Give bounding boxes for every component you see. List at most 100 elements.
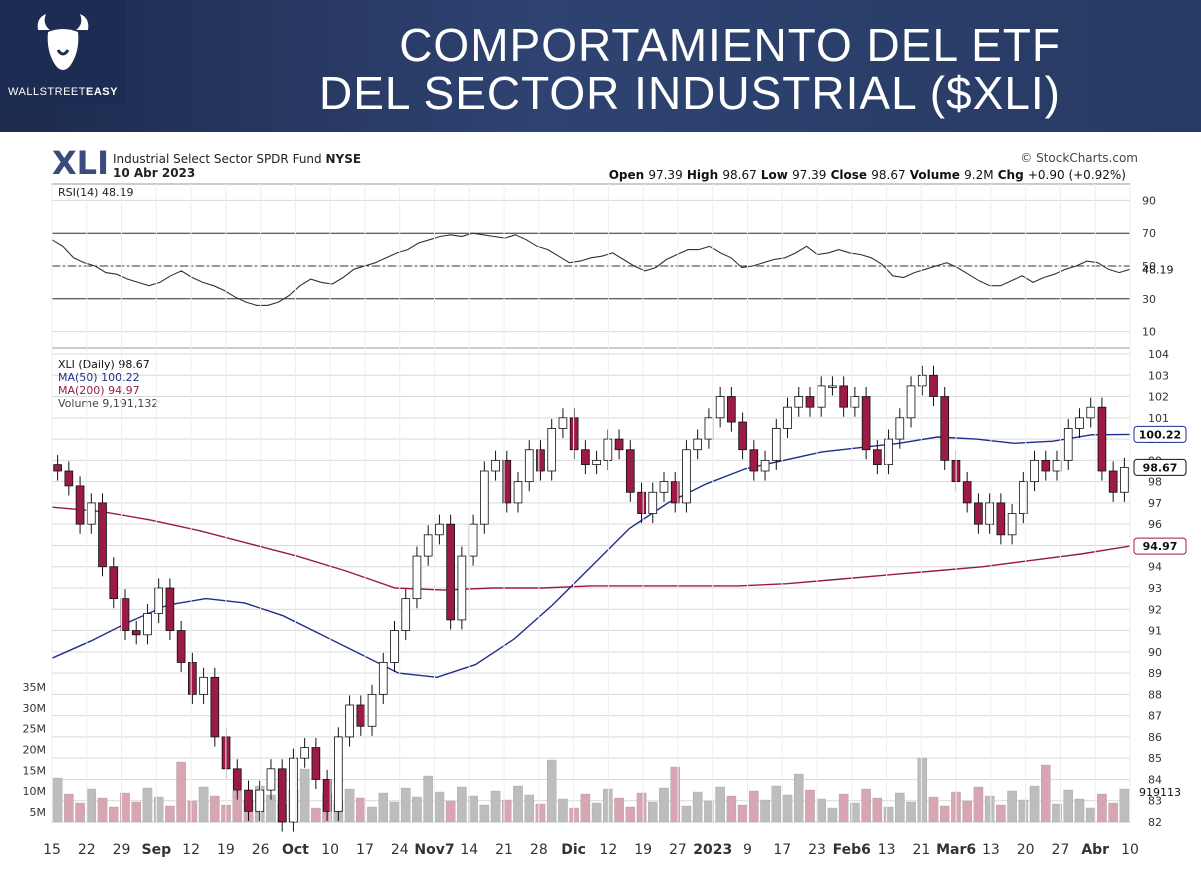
x-tick-label: 26 [252,842,270,858]
candle-up [783,406,792,429]
price-tick-label: 101 [1148,412,1169,425]
volume-bar [670,766,680,823]
candle-down [120,598,130,631]
candle-up [558,417,568,429]
x-tick-label: 21 [912,842,930,858]
candle-down [839,385,848,408]
candle-down [996,502,1006,536]
candle-down [131,630,141,636]
volume-bar [502,799,512,823]
quote-label: Open [609,168,649,182]
candle-down [109,566,119,600]
legend-entry: XLI (Daily) 98.67 [58,358,150,371]
x-tick-label: 2023 [693,842,732,858]
volume-bar [603,788,613,823]
candle-down [962,481,972,504]
volume-bar [1097,793,1107,823]
candle-down [727,396,736,423]
volume-bar [838,793,849,823]
x-tick-label: 21 [495,842,513,858]
candle-down [64,470,74,487]
volume-bar [176,761,186,823]
volume-bar [625,806,636,823]
volume-bar [210,795,220,823]
volume-bar [400,787,411,823]
x-tick-label: 20 [1017,842,1035,858]
quote-value: 97.39 [792,168,826,182]
volume-bar [108,806,119,823]
volume-bar [793,773,804,823]
candle-up [86,502,96,525]
volume-bar [1041,764,1051,823]
candle-up [491,459,500,472]
price-tick-label: 94 [1148,561,1162,574]
price-tick-label: 104 [1148,348,1169,361]
volume-bar [311,807,321,823]
x-tick-label: 22 [78,842,96,858]
price-tick-label: 92 [1148,603,1162,616]
candle-up [390,630,399,663]
candle-up [917,374,927,387]
quote-value: +0.90 (+0.92%) [1028,168,1126,182]
candle-up [884,438,893,466]
ma200-line [51,506,1131,591]
candle-up [412,555,422,600]
candle-up [906,385,916,419]
volume-bar [457,786,467,823]
volume-bar [356,797,366,823]
price-tick-label: 88 [1148,688,1162,701]
candle-down [805,396,815,408]
volume-bar [659,787,669,823]
volume-bar [378,792,389,823]
price-tick-label: 86 [1148,731,1162,744]
volume-tick-label: 5M [30,806,47,819]
volume-bar [737,804,748,823]
volume-bar [120,792,130,823]
candle-up [513,481,523,504]
price-tick-label: 93 [1148,582,1162,595]
legend-entry: MA(200) 94.97 [58,384,140,397]
candle-up [255,789,265,812]
volume-bar [928,796,939,823]
candle-up [760,459,770,472]
x-tick-label: 24 [391,842,409,858]
volume-bar [591,802,602,823]
x-tick-label: 17 [773,842,791,858]
rsi-line [51,232,1131,306]
logo-brand-bold: EASY [85,86,118,98]
candle-down [244,789,253,812]
candle-up [1063,428,1073,461]
volume-bar [1018,799,1029,823]
copyright: © StockCharts.com [1020,151,1138,165]
x-tick-label: 14 [460,842,478,858]
candle-up [715,396,725,419]
candle-up [457,555,467,621]
price-tick-label: 82 [1148,816,1162,829]
volume-tick-label: 25M [23,723,47,736]
candle-up [547,428,557,472]
volume-bar [827,807,838,823]
volume-bar [344,788,355,823]
volume-bar [906,801,916,823]
volume-bar [142,787,153,823]
quote-label: Volume [906,168,965,182]
x-tick-label: 12 [182,842,200,858]
x-tick-label: 29 [113,842,131,858]
volume-bar [479,804,490,823]
candle-up [143,613,152,636]
candle-down [1108,470,1118,493]
candle-up [682,449,691,504]
rsi-tick-label: 70 [1142,227,1156,240]
volume-bar [52,777,63,823]
x-tick-label: Oct [282,842,309,858]
price-tick-label: 84 [1148,773,1162,786]
candle-up [816,385,826,408]
candle-down [536,449,545,472]
candle-up [794,396,804,408]
volume-bar [1085,807,1096,823]
candle-down [929,374,938,397]
volume-bar [165,805,175,823]
candle-up [1007,513,1017,536]
chart-header: XLI Industrial Select Sector SPDR Fund N… [52,144,1138,182]
candle-down [98,502,107,568]
